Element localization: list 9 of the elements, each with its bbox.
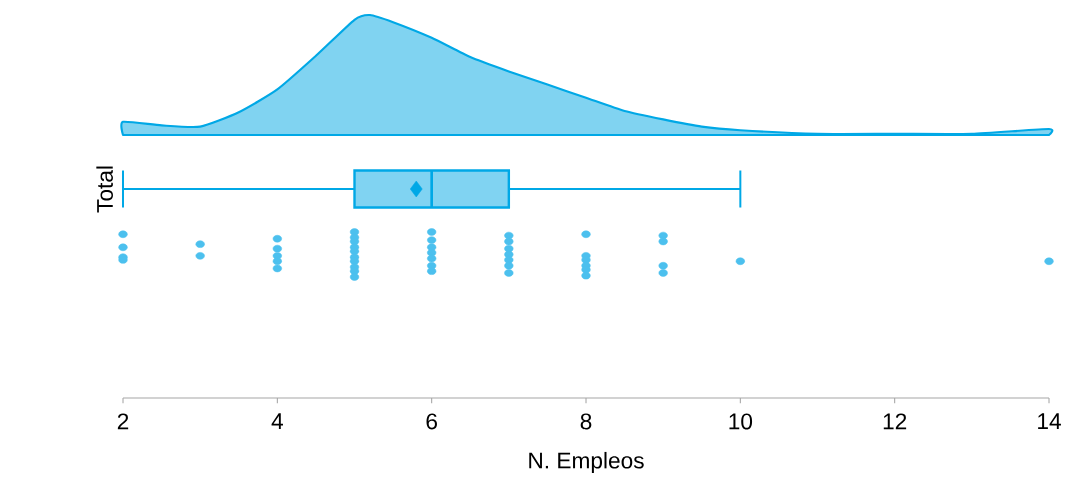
x-tick-label: 2 (117, 413, 129, 430)
x-tick-label: 12 (883, 413, 907, 430)
x-tick-label: 4 (271, 413, 283, 429)
x-tick-label: 10 (729, 413, 753, 430)
x-axis-title: N. Empleos (529, 451, 644, 474)
x-tick-label: 8 (580, 413, 592, 430)
x-tick-label: 6 (426, 413, 437, 430)
y-tick-label: Total (96, 166, 113, 213)
x-tick-label: 14 (1038, 413, 1061, 429)
